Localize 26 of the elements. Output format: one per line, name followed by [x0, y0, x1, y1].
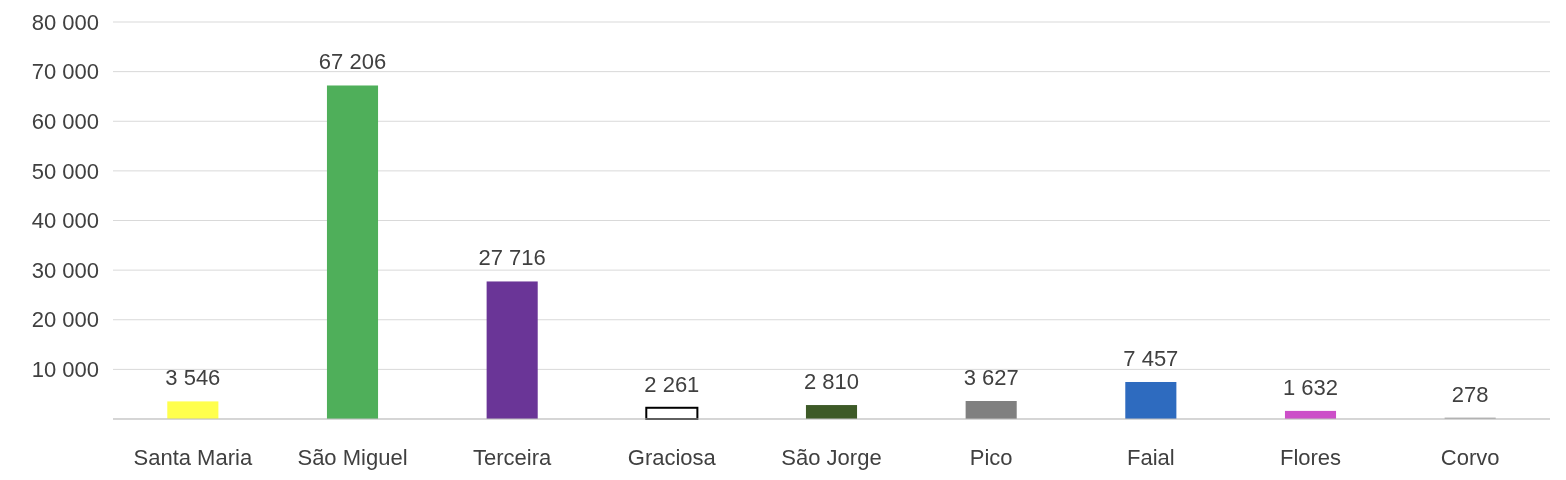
data-label: 2 261	[644, 371, 700, 397]
data-label: 3 546	[165, 365, 221, 391]
data-label: 7 457	[1123, 345, 1179, 371]
x-tick-label: São Miguel	[297, 444, 408, 470]
y-tick-label: 60 000	[31, 108, 99, 134]
x-tick-label: Corvo	[1440, 444, 1500, 470]
y-tick-label: 50 000	[31, 158, 99, 184]
y-tick-label: 80 000	[31, 9, 99, 35]
x-tick-label: Santa Maria	[133, 444, 253, 470]
y-tick-label: 20 000	[31, 307, 99, 333]
y-tick-label: 70 000	[31, 59, 99, 85]
data-label: 27 716	[478, 245, 546, 271]
x-tick-label: Graciosa	[627, 444, 717, 470]
data-label: 2 810	[803, 369, 860, 395]
x-tick-label: Terceira	[473, 444, 553, 470]
y-tick-label: 10 000	[31, 357, 99, 383]
data-label: 67 206	[318, 49, 387, 75]
data-label: 278	[1451, 381, 1489, 407]
x-tick-label: São Jorge	[781, 444, 882, 470]
y-tick-label: 30 000	[31, 257, 99, 283]
data-label: 1 632	[1282, 374, 1339, 400]
y-tick-label: 40 000	[31, 208, 99, 234]
x-tick-label: Pico	[969, 444, 1013, 470]
x-tick-label: Faial	[1126, 444, 1175, 470]
data-label: 3 627	[963, 365, 1019, 390]
x-tick-label: Flores	[1279, 444, 1342, 470]
